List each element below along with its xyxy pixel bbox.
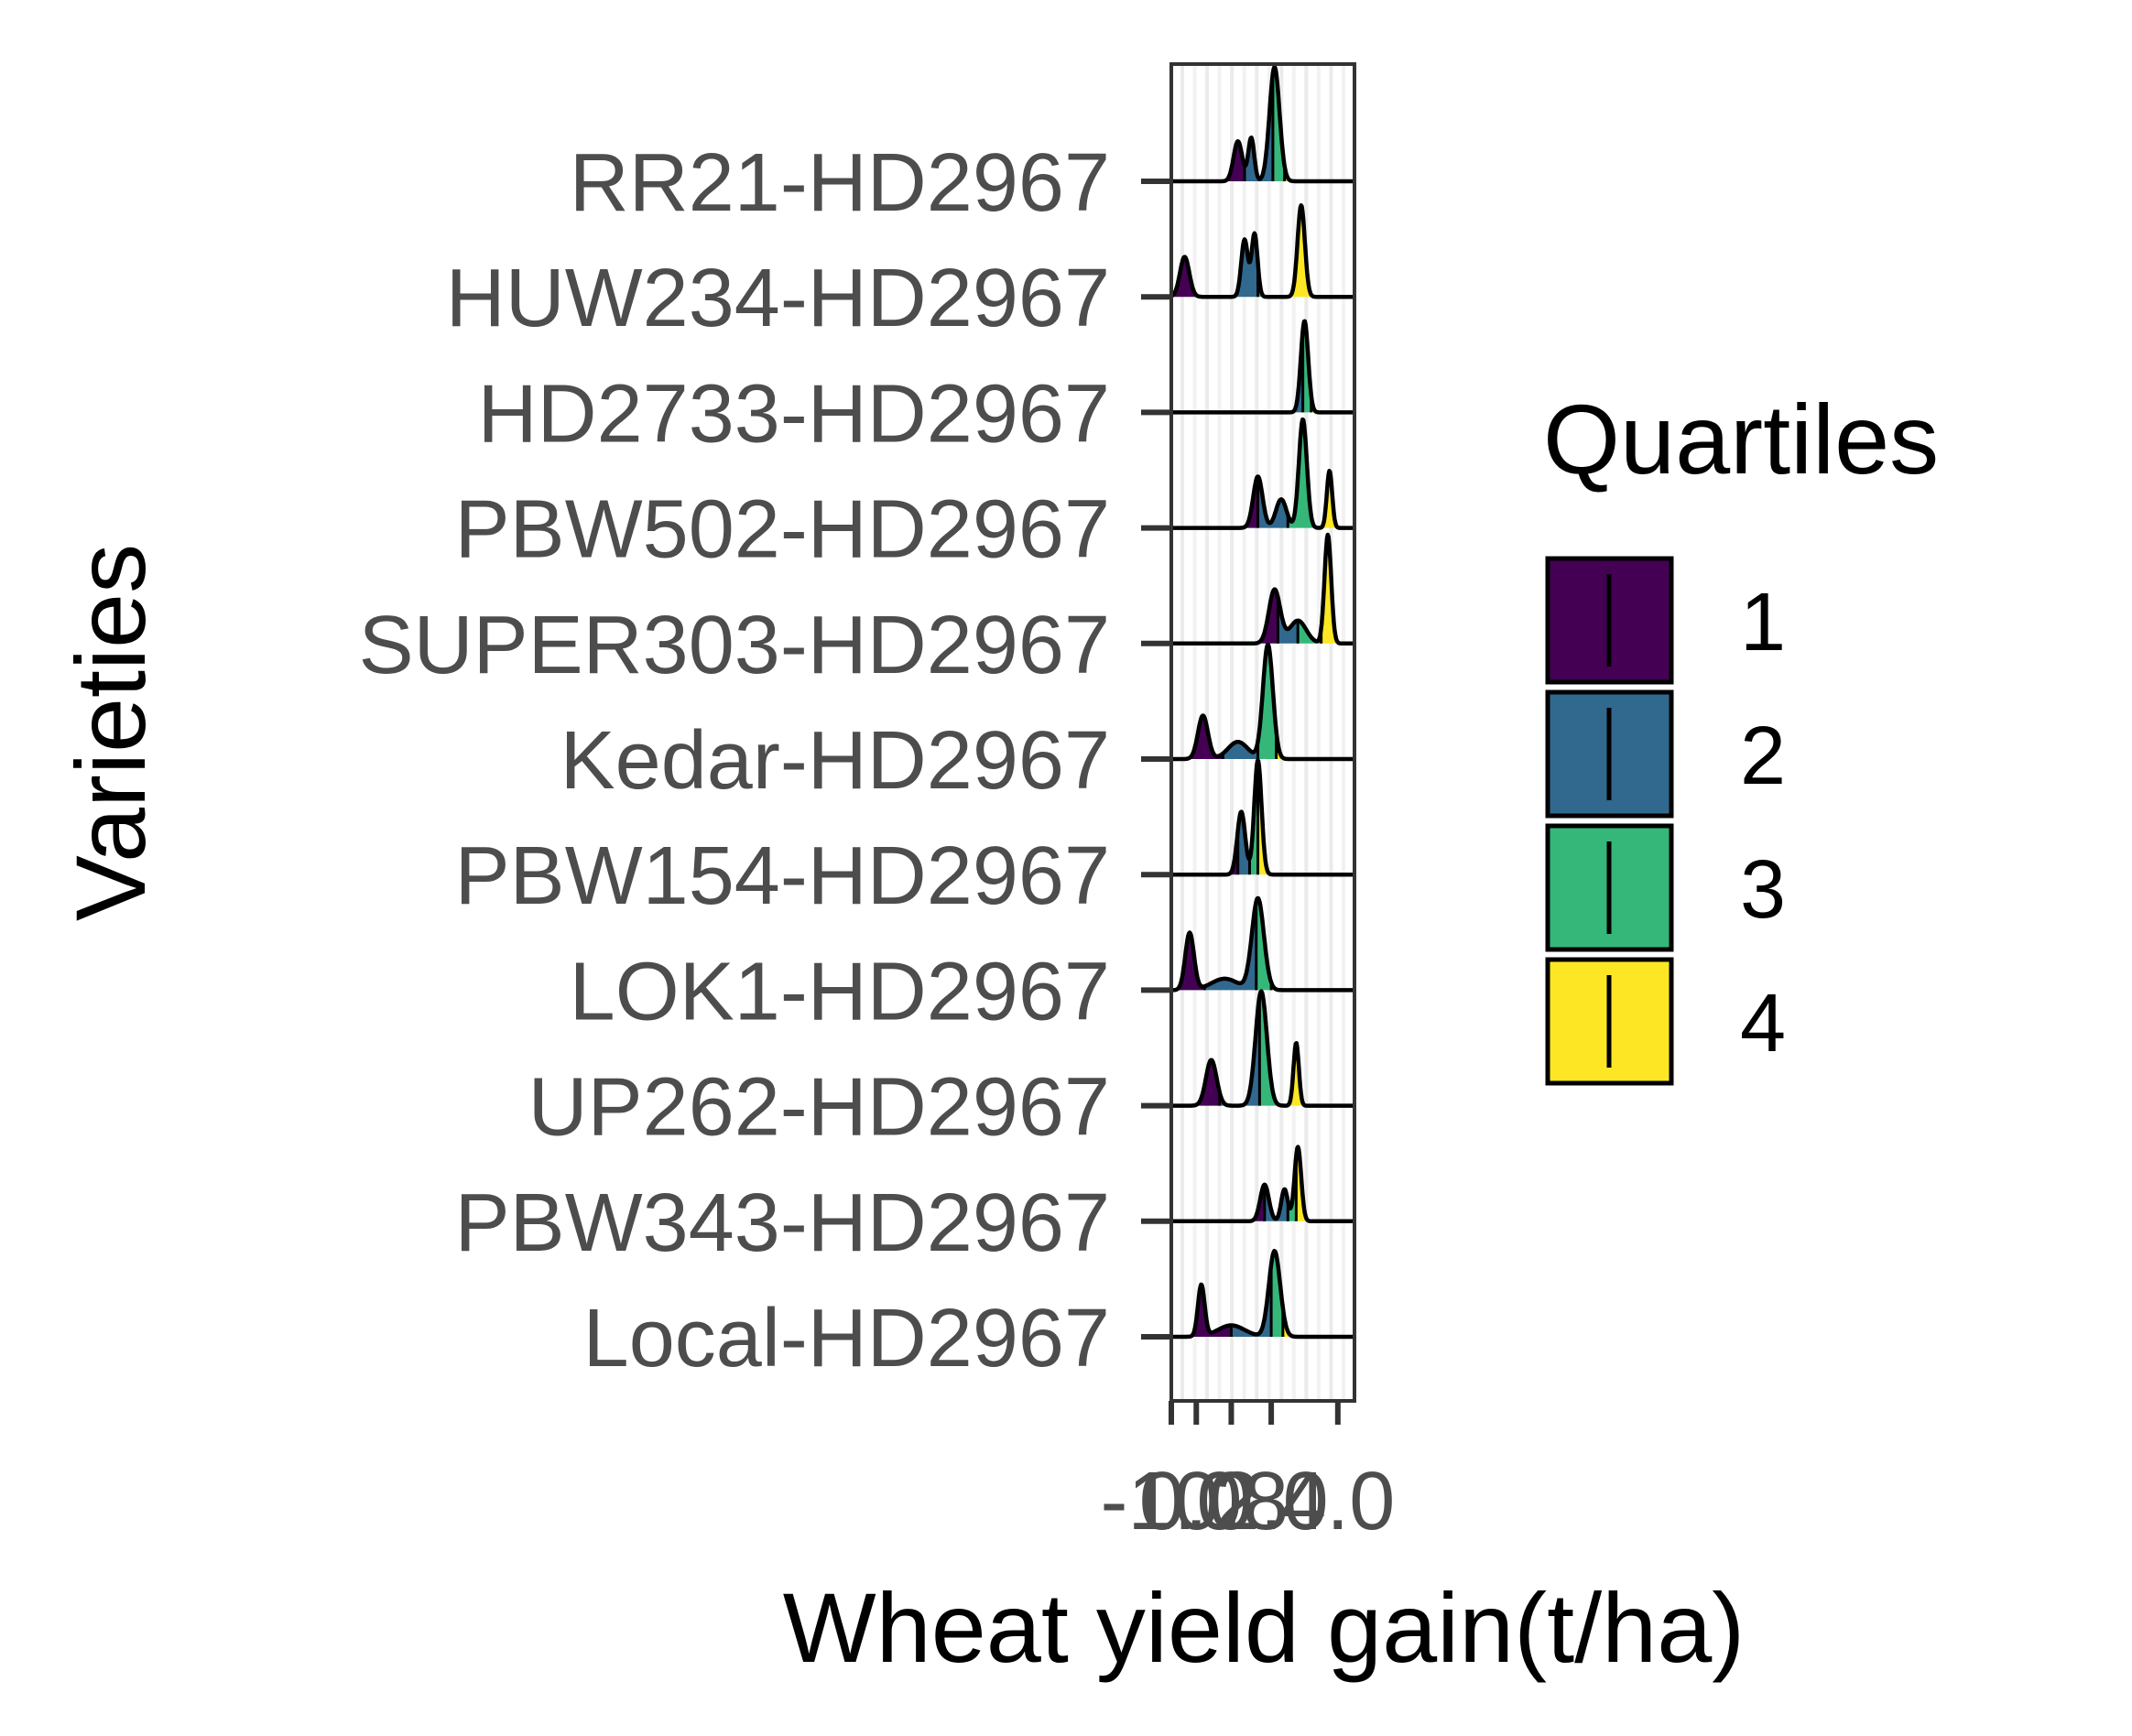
legend-label: 2 [1740, 711, 1786, 802]
ridge-SUPER303-HD2967 [1169, 532, 1356, 646]
density-line [1169, 642, 1356, 762]
legend-keys: 1 2 3 4 [1545, 556, 1786, 1086]
density-line [1169, 1248, 1356, 1340]
quartile-4-area [1296, 1146, 1354, 1221]
legend-title: Quartiles [1543, 384, 1939, 494]
quartile-1-area [1171, 589, 1278, 644]
ridge-UP262-HD2967 [1169, 989, 1356, 1108]
legend-key-3: 3 [1545, 823, 1786, 952]
grid [1171, 64, 1354, 1401]
quartile-3-area [1288, 1156, 1297, 1221]
x-tick-label: 2.0 [1214, 1456, 1329, 1547]
y-tick-label: Local-HD2967 [583, 1293, 1110, 1384]
y-tick-label: RR21-HD2967 [570, 137, 1110, 229]
quartile-2-area [1214, 233, 1258, 298]
quartile-2-area [1219, 995, 1260, 1106]
y-axis: RR21-HD2967 HUW234-HD2967 HD2733-HD2967 PBW… [359, 137, 1171, 1384]
density-line [1169, 895, 1356, 993]
ridge-RR21-HD2967 [1169, 64, 1356, 184]
x-tick-label: -1.0 [1100, 1456, 1242, 1547]
x-tick-label: 0.0 [1139, 1456, 1254, 1547]
x-axis: -1.00.00.82.04.0 [1100, 1401, 1395, 1547]
ridge-Local-HD2967 [1169, 1248, 1356, 1340]
density-line [1169, 417, 1356, 530]
ridge-Kedar-HD2967 [1169, 642, 1356, 762]
quartile-2-area [1278, 597, 1299, 644]
y-tick-label: HUW234-HD2967 [446, 253, 1110, 344]
ridge-LOK1-HD2967 [1169, 895, 1356, 993]
density-line [1169, 319, 1356, 415]
ridge-PBW343-HD2967 [1169, 1145, 1356, 1224]
density-line [1169, 532, 1356, 646]
y-tick-label: UP262-HD2967 [528, 1062, 1110, 1154]
legend-label: 3 [1740, 844, 1786, 936]
y-tick-label: HD2733-HD2967 [478, 368, 1110, 460]
y-tick-label: Kedar-HD2967 [560, 715, 1110, 807]
y-tick-label: PBW154-HD2967 [455, 830, 1110, 922]
density-line [1169, 203, 1356, 299]
density-line [1169, 758, 1356, 877]
x-tick-label: 4.0 [1280, 1456, 1395, 1547]
x-tick-label: 0.8 [1174, 1456, 1289, 1547]
ridges [1169, 64, 1356, 1340]
density-line [1169, 989, 1356, 1108]
panel-border [1169, 62, 1356, 1403]
quartile-2-area [1204, 901, 1256, 991]
legend: Quartiles 1 2 3 4 [1543, 384, 1939, 1086]
quartile-3-area [1271, 1251, 1283, 1337]
legend-key-4: 4 [1545, 957, 1786, 1086]
legend-label: 1 [1740, 577, 1786, 668]
x-axis-title: Wheat yield gain(t/ha) [783, 1572, 1746, 1683]
y-tick-label: PBW343-HD2967 [455, 1177, 1110, 1269]
y-tick-label: LOK1-HD2967 [570, 946, 1110, 1037]
quartile-2-area [1245, 72, 1273, 181]
density-line [1169, 1145, 1356, 1224]
legend-key-2: 2 [1545, 689, 1786, 819]
ridge-PBW154-HD2967 [1169, 758, 1356, 877]
quartile-1-area [1171, 1284, 1232, 1337]
ridge-HD2733-HD2967 [1169, 319, 1356, 415]
legend-key-1: 1 [1545, 556, 1786, 685]
y-tick-label: SUPER303-HD2967 [359, 600, 1110, 691]
quartile-2-area [1231, 1264, 1272, 1337]
y-tick-label: PBW502-HD2967 [455, 484, 1110, 576]
legend-label: 4 [1740, 978, 1786, 1069]
y-axis-title: Varieties [55, 544, 166, 921]
ridge-HUW234-HD2967 [1169, 203, 1356, 299]
density-line [1169, 64, 1356, 184]
ridge-PBW502-HD2967 [1169, 417, 1356, 530]
